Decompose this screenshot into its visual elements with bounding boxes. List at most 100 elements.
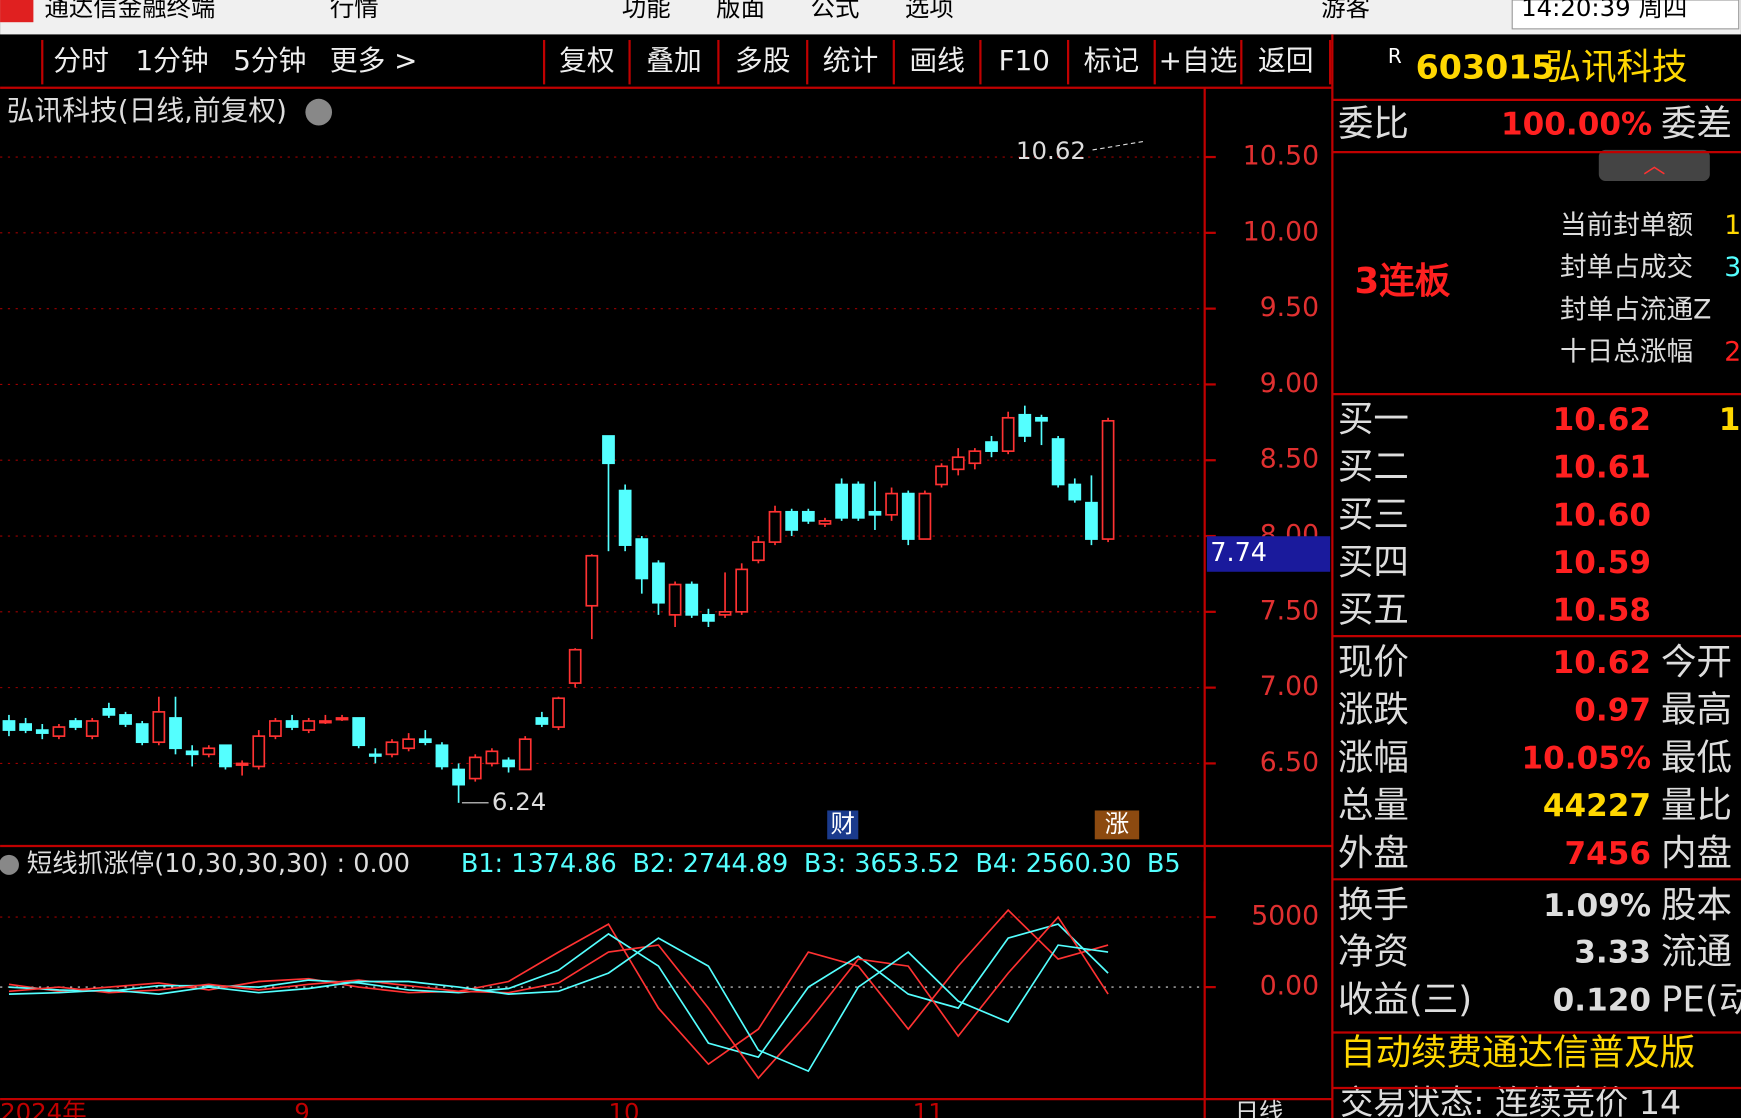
indicator-icon[interactable] xyxy=(0,854,19,875)
toolbar-button[interactable]: 复权 xyxy=(559,44,615,77)
dropdown-icon[interactable] xyxy=(305,98,333,126)
stat-value: 44227 xyxy=(1543,788,1651,824)
banner: 自动续费通达信普及版 xyxy=(1340,1033,1695,1074)
candle-body xyxy=(368,753,382,757)
bid-label: 买五 xyxy=(1338,590,1409,631)
stat-label: 收益(三) xyxy=(1338,979,1472,1020)
candle-body xyxy=(402,738,416,750)
candle-body xyxy=(102,708,116,716)
y-tick-label: 9.50 xyxy=(1260,292,1319,323)
candle-body xyxy=(552,697,565,728)
menu-item[interactable]: 公式 xyxy=(811,0,860,22)
toolbar-button[interactable]: F10 xyxy=(999,44,1050,77)
candle-body xyxy=(302,720,316,731)
legend-entry: B4: 2560.30 xyxy=(975,849,1131,879)
stat-label: 最低 xyxy=(1661,737,1732,778)
app-name: 通达信金融终端 xyxy=(44,0,215,22)
legend-entry: B3: 3653.52 xyxy=(804,849,960,879)
cursor-box xyxy=(1206,536,1331,572)
toolbar-button[interactable]: 5分钟 xyxy=(233,44,306,77)
toolbar-button[interactable]: 画线 xyxy=(909,44,965,77)
toolbar-button[interactable]: +自选 xyxy=(1159,44,1238,77)
candle-body xyxy=(135,723,149,744)
candle-body xyxy=(801,510,815,522)
bid-label: 买一 xyxy=(1338,399,1409,440)
toolbar-button[interactable]: 返回 xyxy=(1258,44,1314,77)
candle-body xyxy=(35,729,49,734)
name: 弘讯科技 xyxy=(1546,47,1688,88)
toolbar-button[interactable]: 叠加 xyxy=(646,44,702,77)
bid-price: 10.60 xyxy=(1553,497,1651,533)
candle-body xyxy=(518,738,532,771)
candle-body xyxy=(485,750,499,765)
candle-body xyxy=(652,562,665,604)
menu-item[interactable]: 行情 xyxy=(330,0,379,22)
bid-label: 买四 xyxy=(1338,542,1409,583)
y-tick-label: 6.50 xyxy=(1260,747,1319,778)
x-label: 10 xyxy=(608,1098,639,1118)
candle-body xyxy=(702,614,715,622)
stat-value: 0.97 xyxy=(1574,693,1651,729)
period-label: 日线 xyxy=(1235,1098,1284,1118)
x-label: 9 xyxy=(294,1098,310,1118)
candle-body xyxy=(785,510,799,531)
stat-label: 股本 xyxy=(1661,885,1732,926)
stat-value: 10.62 xyxy=(1553,645,1651,681)
y-tick-label: 7.50 xyxy=(1260,595,1319,626)
high-marker: 10.62 xyxy=(1016,136,1086,165)
legend-entry: B2: 2744.89 xyxy=(632,849,788,879)
x-label: 11 xyxy=(913,1098,944,1118)
stat-label: 总量 xyxy=(1338,785,1409,826)
toolbar-button[interactable]: 标记 xyxy=(1084,44,1140,77)
candle-body xyxy=(502,759,515,768)
bid-price: 10.58 xyxy=(1553,593,1651,629)
candle-body xyxy=(935,465,948,486)
candle-body xyxy=(252,735,266,768)
y-tick-label: 9.00 xyxy=(1260,368,1319,399)
toolbar-button[interactable]: 更多 > xyxy=(330,44,418,77)
candle-body xyxy=(602,435,615,465)
y-tick-label: 0.00 xyxy=(1260,971,1319,1002)
stat-label: 换手 xyxy=(1338,885,1409,926)
toolbar-button[interactable]: 分时 xyxy=(53,44,109,77)
candle-body xyxy=(335,717,349,721)
candle-body xyxy=(718,610,732,616)
stat-value: 1.09% xyxy=(1543,888,1651,924)
candle-body xyxy=(352,717,366,747)
x-label: 2024年 xyxy=(0,1098,87,1118)
toolbar-button[interactable]: 统计 xyxy=(823,44,879,77)
candle-body xyxy=(768,510,782,543)
candle-body xyxy=(435,744,449,768)
indicator-line xyxy=(8,915,1109,1080)
stat-label: 涨幅 xyxy=(1338,737,1409,778)
menu-item[interactable]: 选项 xyxy=(905,0,954,22)
stat-value: 10.05% xyxy=(1522,740,1651,776)
menu-item[interactable]: 版面 xyxy=(716,0,765,22)
clock-box xyxy=(1511,0,1740,30)
app-icon xyxy=(0,0,34,23)
candle-body xyxy=(119,714,132,725)
bid-price: 10.62 xyxy=(1553,402,1651,438)
candle-body xyxy=(285,720,299,728)
candle-body xyxy=(968,450,982,465)
collapse-button[interactable] xyxy=(1598,149,1710,181)
toolbar-button[interactable]: 多股 xyxy=(735,44,791,77)
candle-body xyxy=(1068,483,1082,501)
seal-label: 当前封单额 xyxy=(1560,210,1693,241)
indicator-title: 短线抓涨停(10,30,30,30) : 0.00 xyxy=(27,849,410,879)
label: 委差 xyxy=(1661,103,1732,144)
candle-body xyxy=(835,483,849,519)
candle-body xyxy=(452,768,465,786)
y-tick-label: 8.50 xyxy=(1260,444,1319,475)
label: 委比 xyxy=(1338,103,1409,144)
candle-body xyxy=(1051,438,1065,486)
candle-body xyxy=(85,720,99,737)
stat-label: 最高 xyxy=(1661,690,1732,731)
menu-item[interactable]: 功能 xyxy=(622,0,671,22)
marker-arrow xyxy=(1092,140,1146,151)
toolbar-button[interactable]: 1分钟 xyxy=(136,44,209,77)
legend-entry: B5 xyxy=(1147,849,1181,879)
candle-body xyxy=(1018,413,1032,437)
stat-label: 外盘 xyxy=(1338,833,1409,874)
